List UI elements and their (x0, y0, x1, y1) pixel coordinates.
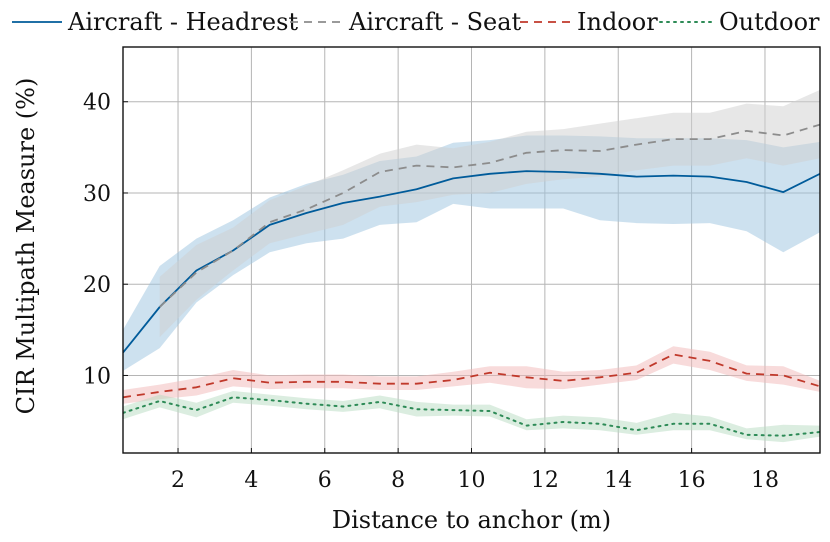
y-tick-label: 30 (83, 182, 111, 207)
band-indoor (123, 346, 820, 404)
y-tick-label: 20 (83, 273, 111, 298)
y-axis-label: CIR Multipath Measure (%) (12, 78, 40, 415)
legend: Aircraft - Headrest Aircraft - Seat Indoor… (12, 8, 820, 36)
grid (123, 47, 820, 453)
line-aircraft-seat (159, 123, 820, 308)
x-tick-label: 2 (171, 468, 185, 493)
line-indoor (123, 353, 820, 399)
x-tick-label: 16 (678, 468, 706, 493)
legend-label-indoor: Indoor (577, 8, 658, 36)
x-tick-label: 4 (244, 468, 258, 493)
y-tick-label: 10 (83, 364, 111, 389)
series-lines (123, 123, 820, 437)
x-tick-label: 18 (751, 468, 779, 493)
line-outdoor (123, 396, 820, 437)
legend-label-aircraft-headrest: Aircraft - Headrest (67, 8, 298, 36)
band-aircraft-seat (159, 89, 820, 338)
x-tick-label: 8 (391, 468, 405, 493)
x-tick-label: 10 (458, 468, 486, 493)
x-tick-label: 6 (318, 468, 332, 493)
y-tick-label: 40 (83, 91, 111, 116)
y-axis-ticks: 10 20 30 40 (83, 91, 128, 389)
x-axis-label: Distance to anchor (m) (332, 506, 611, 534)
x-tick-label: 14 (604, 468, 632, 493)
x-tick-label: 12 (531, 468, 559, 493)
legend-label-outdoor: Outdoor (719, 8, 820, 36)
legend-label-aircraft-seat: Aircraft - Seat (348, 8, 522, 36)
x-axis-ticks: 2 4 6 8 10 12 14 16 18 (171, 448, 779, 493)
